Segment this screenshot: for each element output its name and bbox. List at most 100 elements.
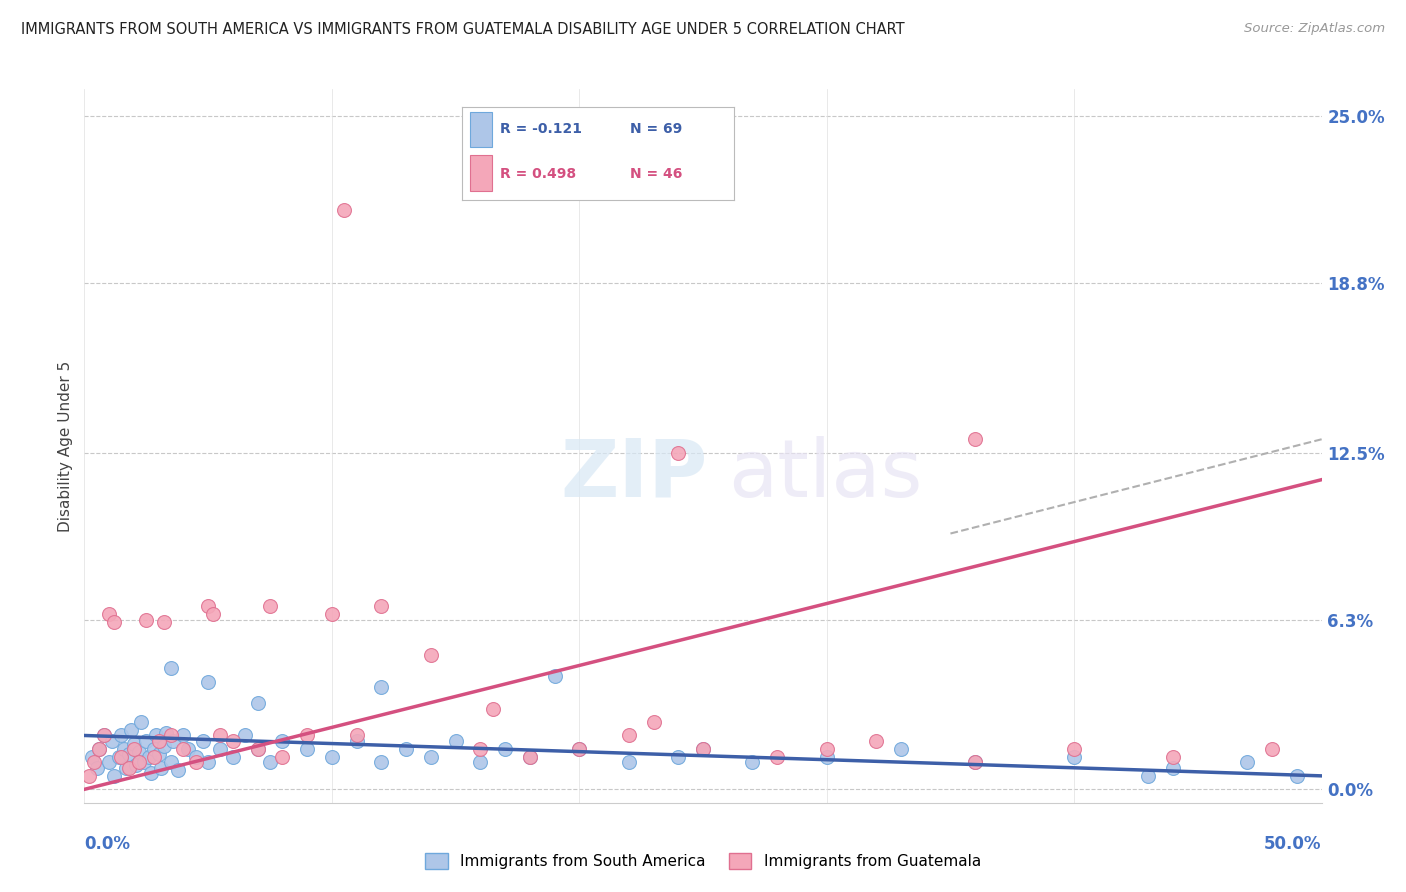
Point — [643, 714, 665, 729]
Point — [246, 742, 269, 756]
Point — [184, 750, 207, 764]
Point — [766, 750, 789, 764]
Point — [172, 742, 194, 756]
Text: 50.0%: 50.0% — [1264, 835, 1322, 853]
Point — [209, 729, 232, 743]
Point — [519, 750, 541, 764]
Point — [1236, 756, 1258, 770]
Point — [222, 750, 245, 764]
Point — [444, 734, 467, 748]
Point — [152, 739, 174, 754]
Point — [197, 674, 219, 689]
Point — [395, 742, 418, 756]
Point — [128, 745, 150, 759]
Point — [481, 701, 503, 715]
Point — [112, 742, 135, 756]
Point — [118, 747, 141, 762]
Point — [145, 729, 167, 743]
Point — [129, 714, 152, 729]
Point — [965, 756, 987, 770]
Point — [519, 750, 541, 764]
Point — [692, 742, 714, 756]
Point — [98, 607, 121, 622]
Point — [815, 750, 838, 764]
Point — [138, 750, 160, 764]
Point — [150, 761, 173, 775]
Legend: Immigrants from South America, Immigrants from Guatemala: Immigrants from South America, Immigrant… — [419, 847, 987, 875]
Point — [191, 734, 214, 748]
Point — [89, 742, 111, 756]
Point — [103, 615, 125, 630]
Point — [135, 734, 157, 748]
Point — [321, 750, 343, 764]
Point — [259, 599, 281, 614]
Point — [295, 742, 318, 756]
Point — [79, 769, 101, 783]
Point — [1161, 750, 1184, 764]
Point — [93, 729, 115, 743]
Point — [233, 729, 256, 743]
Point — [120, 723, 142, 737]
Point — [148, 747, 170, 762]
Point — [470, 756, 492, 770]
Point — [965, 432, 987, 446]
Point — [197, 756, 219, 770]
Point — [142, 742, 165, 756]
Point — [321, 607, 343, 622]
Point — [122, 742, 145, 756]
Point — [494, 742, 516, 756]
Point — [419, 750, 441, 764]
Text: ZIP: ZIP — [561, 435, 709, 514]
Point — [125, 758, 148, 772]
Point — [568, 742, 591, 756]
Text: 0.0%: 0.0% — [84, 835, 131, 853]
Point — [141, 766, 163, 780]
Point — [370, 680, 392, 694]
Point — [692, 742, 714, 756]
Point — [128, 756, 150, 770]
Point — [132, 756, 155, 770]
Point — [965, 756, 987, 770]
Point — [890, 742, 912, 756]
Point — [118, 761, 141, 775]
Point — [110, 729, 132, 743]
Point — [197, 599, 219, 614]
Point — [86, 761, 108, 775]
Point — [741, 756, 763, 770]
Point — [419, 648, 441, 662]
Point — [1063, 742, 1085, 756]
Point — [89, 742, 111, 756]
Point — [1137, 769, 1160, 783]
Point — [162, 734, 184, 748]
Point — [83, 756, 105, 770]
Point — [543, 669, 565, 683]
Text: atlas: atlas — [728, 435, 922, 514]
Point — [666, 750, 689, 764]
Point — [160, 661, 183, 675]
Point — [135, 613, 157, 627]
Point — [370, 756, 392, 770]
Point — [295, 729, 318, 743]
Point — [80, 750, 103, 764]
Point — [246, 742, 269, 756]
Point — [1161, 761, 1184, 775]
Point — [142, 750, 165, 764]
Point — [177, 742, 200, 756]
Point — [470, 742, 492, 756]
Point — [103, 769, 125, 783]
Point — [815, 742, 838, 756]
Point — [271, 750, 294, 764]
Point — [246, 696, 269, 710]
Point — [122, 737, 145, 751]
Point — [93, 729, 115, 743]
Point — [1063, 750, 1085, 764]
Point — [370, 599, 392, 614]
Point — [155, 726, 177, 740]
Point — [1261, 742, 1284, 756]
Point — [148, 734, 170, 748]
Text: IMMIGRANTS FROM SOUTH AMERICA VS IMMIGRANTS FROM GUATEMALA DISABILITY AGE UNDER : IMMIGRANTS FROM SOUTH AMERICA VS IMMIGRA… — [21, 22, 904, 37]
Point — [333, 203, 356, 218]
Point — [184, 756, 207, 770]
Point — [202, 607, 225, 622]
Point — [346, 734, 368, 748]
